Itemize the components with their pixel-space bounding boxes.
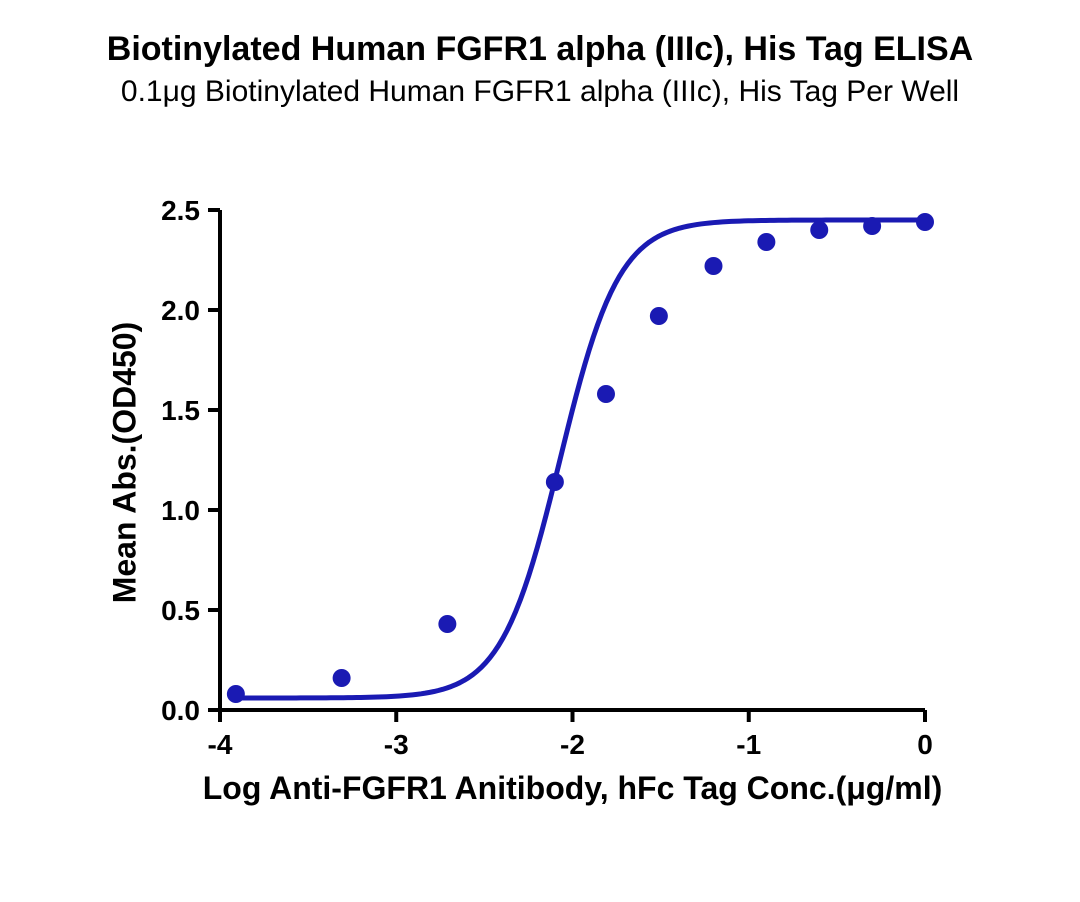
y-tick-label: 0.0	[161, 695, 200, 726]
data-point	[650, 307, 668, 325]
data-point	[705, 257, 723, 275]
data-point	[227, 685, 245, 703]
x-tick-label: -1	[736, 729, 761, 760]
plot-area: -4-3-2-100.00.51.01.52.02.5	[220, 210, 925, 710]
data-point	[757, 233, 775, 251]
y-tick-label: 2.5	[161, 195, 200, 226]
data-point	[546, 473, 564, 491]
y-tick-label: 2.0	[161, 295, 200, 326]
data-point	[438, 615, 456, 633]
y-tick-label: 1.0	[161, 495, 200, 526]
data-point	[916, 213, 934, 231]
plot-svg: -4 -3 -2 -1 0 0.0 0.5 1.0 1.5 2.0 2.5	[160, 150, 985, 770]
data-point	[333, 669, 351, 687]
x-tick-label: 0	[917, 729, 933, 760]
chart-subtitle: 0.1μg Biotinylated Human FGFR1 alpha (II…	[0, 75, 1080, 110]
data-point	[597, 385, 615, 403]
x-tick-label: -2	[560, 729, 585, 760]
x-tick-label: -4	[208, 729, 233, 760]
data-point	[810, 221, 828, 239]
y-tick-label: 0.5	[161, 595, 200, 626]
fit-curve	[236, 220, 925, 698]
x-axis-title: Log Anti-FGFR1 Anitibody, hFc Tag Conc.(…	[120, 770, 1025, 807]
title-block: Biotinylated Human FGFR1 alpha (IIIc), H…	[0, 30, 1080, 110]
y-axis-title: Mean Abs.(OD450)	[107, 213, 144, 713]
y-tick-label: 1.5	[161, 395, 200, 426]
chart-main-title: Biotinylated Human FGFR1 alpha (IIIc), H…	[0, 30, 1080, 69]
x-tick-label: -3	[384, 729, 409, 760]
figure-root: Biotinylated Human FGFR1 alpha (IIIc), H…	[0, 0, 1080, 902]
data-point	[863, 217, 881, 235]
